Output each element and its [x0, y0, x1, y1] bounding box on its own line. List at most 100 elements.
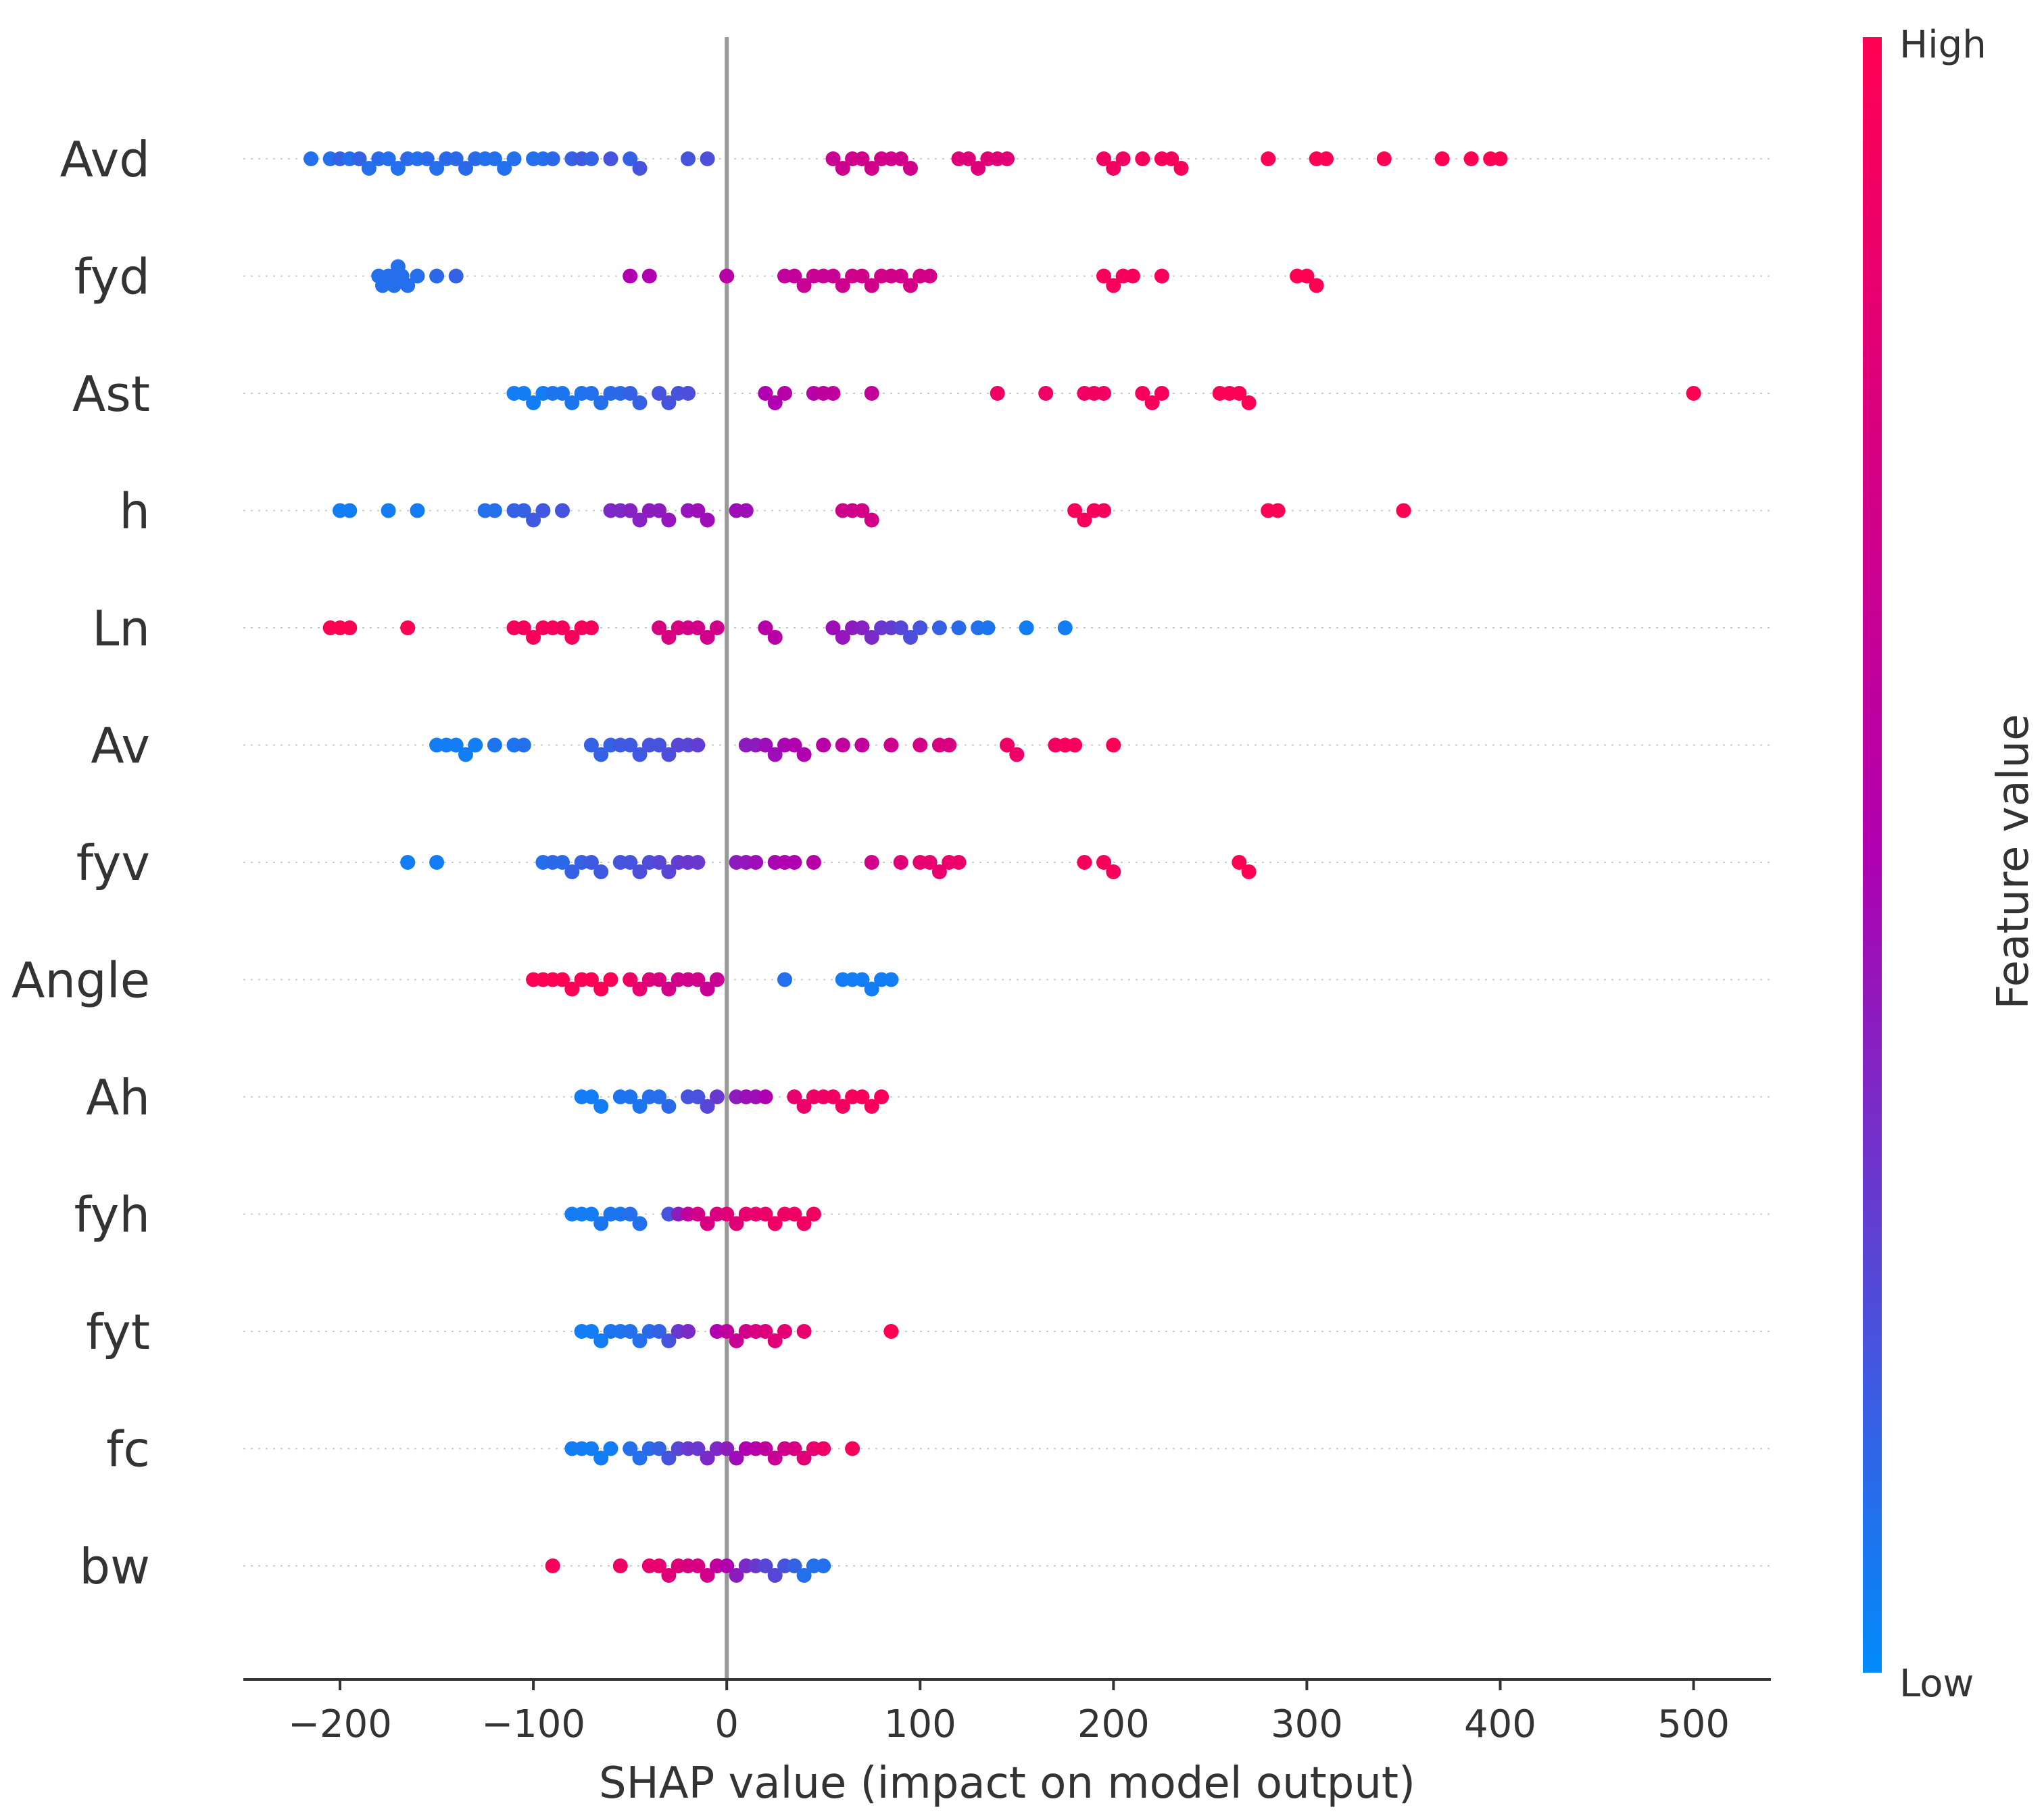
shap-point-ast: [516, 386, 531, 401]
shap-point-ast: [1038, 386, 1054, 401]
shap-point-fyd: [410, 268, 425, 284]
shap-point-fyt: [583, 1324, 599, 1339]
x-tick-label: 0: [714, 1702, 739, 1746]
shap-point-ln: [912, 620, 928, 635]
shap-point-h: [1270, 503, 1286, 518]
shap-point-h: [381, 503, 396, 518]
shap-point-h: [738, 503, 754, 518]
shap-point-fyt: [883, 1324, 899, 1339]
shap-point-avd: [632, 161, 648, 176]
shap-point-fyt: [632, 1333, 648, 1348]
shap-point-fyt: [661, 1333, 677, 1348]
shap-point-fc: [603, 1441, 618, 1456]
shap-point-bw: [690, 1558, 706, 1573]
shap-point-av: [816, 737, 831, 753]
shap-point-ln: [709, 620, 725, 635]
shap-point-ast: [564, 395, 580, 410]
shap-point-av: [593, 747, 609, 762]
shap-point-h: [661, 512, 677, 528]
feature-label-ast: Ast: [72, 366, 150, 422]
shap-point-ast: [583, 386, 599, 401]
shap-point-ln: [864, 630, 879, 645]
shap-point-bw: [758, 1558, 773, 1573]
shap-point-fyv: [652, 855, 667, 870]
shap-point-av: [767, 747, 783, 762]
shap-point-fyd: [1106, 278, 1121, 293]
shap-point-ln: [835, 630, 850, 645]
shap-point-fyh: [623, 1206, 638, 1222]
shap-point-ast: [526, 395, 541, 410]
shap-point-avd: [361, 161, 376, 176]
shap-point-ln: [931, 620, 947, 635]
shap-point-ah: [787, 1089, 802, 1104]
shap-point-ast: [623, 386, 638, 401]
shap-point-angle: [690, 972, 706, 987]
x-tick-label: 200: [1077, 1702, 1150, 1746]
shap-point-bw: [787, 1558, 802, 1573]
shap-point-ln: [1057, 620, 1073, 635]
shap-point-h: [690, 503, 706, 518]
shap-point-h: [632, 512, 648, 528]
shap-point-bw: [700, 1568, 715, 1583]
shap-point-avd: [854, 151, 870, 166]
shap-point-avd: [381, 151, 396, 166]
shap-point-av: [942, 737, 957, 753]
shap-point-ast: [758, 386, 773, 401]
colorbar-gradient: [1863, 37, 1882, 1673]
shap-point-av: [854, 737, 870, 753]
shap-point-av: [583, 737, 599, 753]
shap-point-ast: [1154, 386, 1169, 401]
shap-point-fyh: [787, 1206, 802, 1222]
shap-point-ln: [583, 620, 599, 635]
shap-point-ln: [825, 620, 841, 635]
shap-point-h: [1096, 503, 1111, 518]
shap-point-fyh: [796, 1216, 812, 1231]
shap-point-ast: [1686, 386, 1701, 401]
shap-point-ln: [652, 620, 667, 635]
shap-point-fyv: [429, 855, 445, 870]
shap-point-avd: [903, 161, 918, 176]
shap-point-ln: [854, 620, 870, 635]
shap-point-angle: [623, 972, 638, 987]
shap-point-angle: [583, 972, 599, 987]
shap-point-fyd: [864, 278, 879, 293]
shap-point-ln: [893, 620, 908, 635]
shap-point-fyv: [400, 855, 416, 870]
shap-point-avd: [351, 151, 367, 166]
shap-point-fyd: [1299, 268, 1315, 284]
shap-point-fyv: [787, 855, 802, 870]
shap-point-fyt: [729, 1333, 744, 1348]
shap-point-ast: [825, 386, 841, 401]
x-tick-label: −100: [481, 1702, 585, 1746]
shap-point-av: [758, 737, 773, 753]
shap-point-av: [623, 737, 638, 753]
x-tick-label: 500: [1657, 1702, 1730, 1746]
shap-point-ln: [758, 620, 773, 635]
shap-point-fyd: [641, 268, 657, 284]
shap-point-fyv: [632, 864, 648, 879]
feature-label-av: Av: [91, 718, 150, 774]
shap-point-angle: [883, 972, 899, 987]
shap-point-ah: [583, 1089, 599, 1104]
shap-point-h: [342, 503, 358, 518]
shap-point-ln: [980, 620, 996, 635]
shap-point-fyd: [787, 268, 802, 284]
shap-point-fyv: [1232, 855, 1247, 870]
shap-point-avd: [1135, 151, 1150, 166]
shap-point-avd: [893, 151, 908, 166]
shap-point-ln: [555, 620, 570, 635]
shap-point-fyh: [719, 1206, 735, 1222]
shap-point-ln: [516, 620, 531, 635]
shap-point-h: [1396, 503, 1411, 518]
shap-point-fyt: [796, 1324, 812, 1339]
shap-point-fyd: [623, 268, 638, 284]
shap-point-avd: [825, 151, 841, 166]
shap-point-ast: [632, 395, 648, 410]
shap-point-fyv: [623, 855, 638, 870]
shap-point-fyd: [1125, 268, 1140, 284]
shap-point-fyd: [1309, 278, 1324, 293]
feature-label-fyv: fyv: [76, 835, 150, 891]
shap-point-ln: [564, 630, 580, 645]
shap-point-fc: [719, 1441, 735, 1456]
